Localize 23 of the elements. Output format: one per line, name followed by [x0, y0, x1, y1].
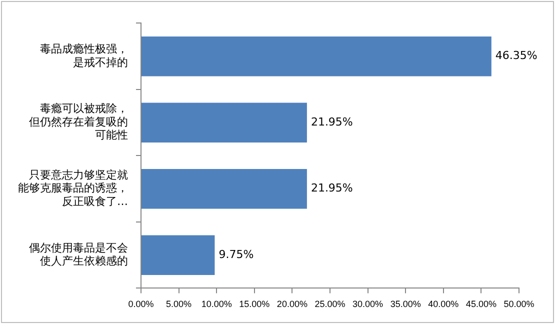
x-tick-label: 45.00% — [466, 299, 496, 310]
x-tick-label: 15.00% — [239, 299, 270, 310]
x-tick-label: 25.00% — [314, 299, 346, 310]
y-tick-label: 毒品成瘾性极强，是戒不掉的 — [40, 42, 128, 69]
y-tick-label: 偶尔使用毒品是不会使人产生依赖感的 — [29, 241, 128, 268]
bar — [142, 168, 307, 209]
x-tick-label: 40.00% — [428, 299, 459, 310]
y-tick-label: 毒瘾可以被戒除，但仍然存在着复吸的可能性 — [29, 102, 128, 142]
x-tick-label: 30.00% — [352, 299, 384, 310]
x-tick-label: 10.00% — [201, 299, 232, 310]
bar — [142, 235, 215, 275]
x-tick-label: 20.00% — [276, 299, 308, 310]
data-label: 21.95% — [310, 115, 353, 128]
data-label: 9.75% — [218, 248, 254, 261]
y-tick-label: 只要意志力够坚定就能够克服毒品的诱惑，反正吸食了… — [18, 168, 128, 208]
data-label: 21.95% — [310, 182, 353, 195]
bar — [142, 102, 307, 142]
x-tick-label: 5.00% — [166, 299, 192, 310]
data-label: 46.35% — [495, 49, 538, 62]
x-tick-label: 35.00% — [390, 299, 421, 310]
bar — [142, 36, 492, 76]
x-tick-label: 0.00% — [128, 299, 154, 310]
x-tick-label: 50.00% — [504, 299, 534, 310]
